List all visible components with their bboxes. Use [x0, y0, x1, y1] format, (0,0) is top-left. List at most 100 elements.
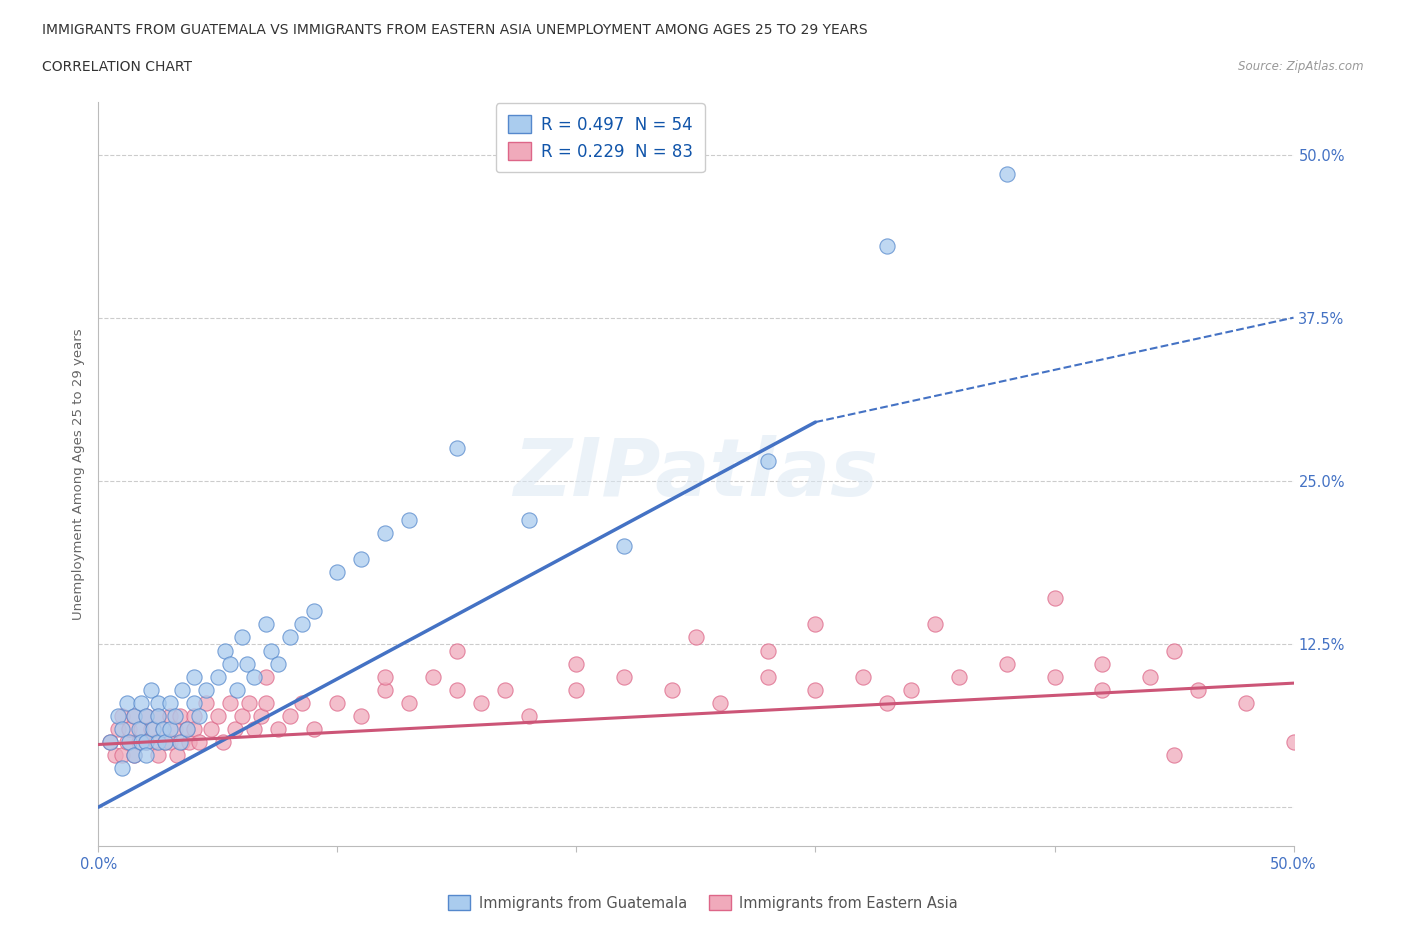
Point — [107, 709, 129, 724]
Point — [302, 722, 325, 737]
Point — [302, 604, 325, 618]
Point — [135, 735, 157, 750]
Point — [226, 683, 249, 698]
Point — [148, 709, 170, 724]
Point — [1043, 670, 1066, 684]
Point — [924, 617, 946, 631]
Point — [118, 735, 141, 750]
Point — [231, 630, 253, 644]
Point — [231, 709, 253, 724]
Point — [1091, 683, 1114, 698]
Point — [194, 696, 218, 711]
Point — [183, 709, 205, 724]
Point — [131, 735, 153, 750]
Point — [169, 735, 191, 750]
Point — [948, 670, 970, 684]
Point — [446, 441, 468, 456]
Point — [155, 735, 177, 750]
Point — [183, 696, 205, 711]
Point — [398, 512, 420, 527]
Point — [207, 670, 229, 684]
Point — [661, 683, 683, 698]
Point — [159, 735, 181, 750]
Point — [259, 643, 281, 658]
Point — [219, 657, 242, 671]
Point — [709, 696, 731, 711]
Point — [142, 722, 165, 737]
Point — [1187, 683, 1209, 698]
Point — [494, 683, 516, 698]
Point — [179, 735, 201, 750]
Point — [613, 670, 636, 684]
Point — [254, 670, 277, 684]
Point — [183, 670, 205, 684]
Point — [148, 748, 170, 763]
Point — [517, 512, 540, 527]
Point — [374, 683, 396, 698]
Point — [398, 696, 420, 711]
Point — [148, 735, 170, 750]
Point — [1282, 735, 1305, 750]
Point — [350, 709, 373, 724]
Point — [254, 696, 277, 711]
Point — [98, 735, 122, 750]
Point — [374, 670, 396, 684]
Point — [135, 709, 157, 724]
Point — [613, 538, 636, 553]
Point — [876, 238, 898, 253]
Point — [900, 683, 922, 698]
Point — [326, 565, 349, 579]
Point — [278, 630, 301, 644]
Point — [995, 166, 1018, 181]
Point — [155, 735, 177, 750]
Point — [852, 670, 875, 684]
Point — [1091, 657, 1114, 671]
Point — [131, 722, 153, 737]
Point — [254, 617, 277, 631]
Point — [211, 735, 233, 750]
Point — [107, 722, 129, 737]
Point — [267, 657, 290, 671]
Point — [238, 696, 260, 711]
Point — [124, 748, 146, 763]
Point — [235, 657, 257, 671]
Point — [169, 709, 191, 724]
Point — [374, 525, 396, 540]
Point — [163, 709, 186, 724]
Point — [326, 696, 349, 711]
Point — [111, 722, 134, 737]
Point — [446, 643, 468, 658]
Point — [159, 709, 181, 724]
Point — [139, 683, 162, 698]
Point — [152, 722, 174, 737]
Point — [98, 735, 122, 750]
Point — [756, 643, 779, 658]
Point — [995, 657, 1018, 671]
Point — [128, 735, 150, 750]
Point — [565, 657, 588, 671]
Point — [135, 735, 157, 750]
Point — [115, 696, 138, 711]
Point — [267, 722, 290, 737]
Point — [145, 735, 167, 750]
Point — [111, 761, 134, 776]
Point — [115, 735, 138, 750]
Text: ZIPatlas: ZIPatlas — [513, 435, 879, 513]
Point — [1043, 591, 1066, 605]
Point — [876, 696, 898, 711]
Point — [135, 748, 157, 763]
Point — [159, 696, 181, 711]
Point — [804, 683, 827, 698]
Point — [446, 683, 468, 698]
Point — [243, 722, 266, 737]
Point — [163, 722, 186, 737]
Point — [131, 696, 153, 711]
Point — [159, 722, 181, 737]
Text: CORRELATION CHART: CORRELATION CHART — [42, 60, 193, 74]
Point — [224, 722, 246, 737]
Point — [172, 735, 194, 750]
Text: IMMIGRANTS FROM GUATEMALA VS IMMIGRANTS FROM EASTERN ASIA UNEMPLOYMENT AMONG AGE: IMMIGRANTS FROM GUATEMALA VS IMMIGRANTS … — [42, 23, 868, 37]
Point — [194, 683, 218, 698]
Point — [756, 454, 779, 469]
Legend: R = 0.497  N = 54, R = 0.229  N = 83: R = 0.497 N = 54, R = 0.229 N = 83 — [496, 103, 704, 172]
